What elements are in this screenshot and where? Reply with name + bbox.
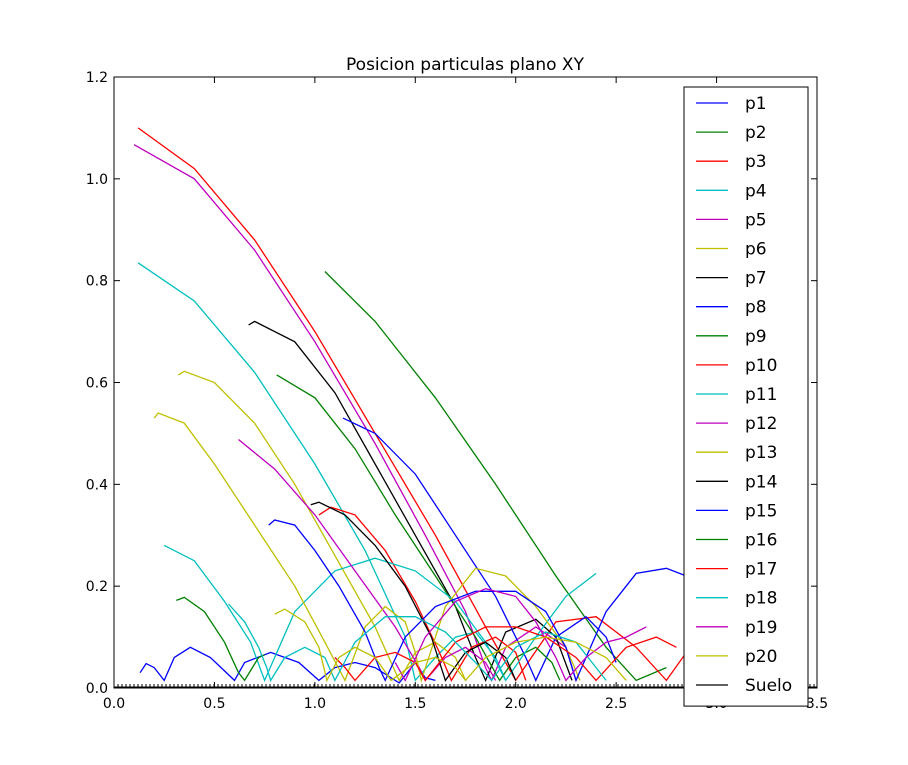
x-tick-label: 2.0	[505, 696, 527, 712]
x-tick-label: 1.0	[304, 696, 326, 712]
chart-title: Posicion particulas plano XY	[346, 55, 585, 75]
series-line-p4	[137, 262, 507, 682]
legend-label-p20: p20	[745, 647, 777, 667]
legend-label-p16: p16	[745, 531, 777, 551]
legend-label-p17: p17	[745, 560, 777, 580]
series-line-p5	[133, 144, 577, 682]
legend-label-Suelo: Suelo	[745, 676, 792, 696]
series-line-p15	[268, 519, 687, 683]
legend-label-p9: p9	[745, 327, 767, 347]
legend-label-p11: p11	[745, 385, 777, 405]
x-tick-label: 0.0	[103, 696, 125, 712]
legend-label-p3: p3	[745, 152, 767, 172]
legend-label-p7: p7	[745, 269, 767, 289]
series-line-p16	[176, 596, 265, 682]
series-line-p2	[324, 271, 667, 682]
series-layer	[133, 127, 687, 684]
series-line-p18	[228, 603, 607, 682]
legend: p1 p2 p3 p4 p5 p6 p7 p8 p9 p10 p11 p12 p13 p14 p15 p16 p…	[683, 86, 809, 707]
series-line-p1	[139, 646, 436, 684]
legend-label-p4: p4	[745, 181, 767, 201]
legend-label-p15: p15	[745, 501, 777, 521]
x-tick-label: 2.5	[605, 696, 627, 712]
series-line-p6	[177, 370, 467, 682]
legend-label-p6: p6	[745, 240, 767, 260]
series-line-p9	[276, 374, 561, 682]
series-line-p13	[153, 412, 581, 683]
legend-label-p12: p12	[745, 414, 777, 434]
x-tick-label: 3.5	[806, 696, 828, 712]
series-line-p19	[394, 588, 647, 682]
legend-label-p13: p13	[745, 443, 777, 463]
y-tick-label: 1.0	[86, 172, 108, 188]
y-tick-label: 1.2	[86, 70, 108, 86]
y-tick-label: 0.4	[86, 477, 108, 493]
legend-label-p2: p2	[745, 123, 767, 143]
legend-label-p14: p14	[745, 472, 777, 492]
y-tick-label: 0.0	[86, 681, 108, 697]
series-line-p20	[274, 608, 627, 683]
y-tick-label: 0.8	[86, 274, 108, 290]
x-tick-label: 1.5	[404, 696, 426, 712]
x-tick-label: 0.5	[203, 696, 225, 712]
series-line-p14	[310, 501, 517, 682]
legend-label-p18: p18	[745, 589, 777, 609]
legend-label-p1: p1	[745, 94, 767, 114]
series-line-p10	[318, 506, 527, 682]
legend-label-p8: p8	[745, 298, 767, 318]
y-tick-label: 0.6	[86, 376, 108, 392]
series-line-p11	[163, 544, 597, 683]
legend-label-p10: p10	[745, 356, 777, 376]
series-line-p8	[342, 417, 617, 682]
legend-label-p5: p5	[745, 210, 767, 230]
legend-label-p19: p19	[745, 618, 777, 638]
series-line-p12	[238, 438, 497, 682]
y-tick-label: 0.2	[86, 579, 108, 595]
